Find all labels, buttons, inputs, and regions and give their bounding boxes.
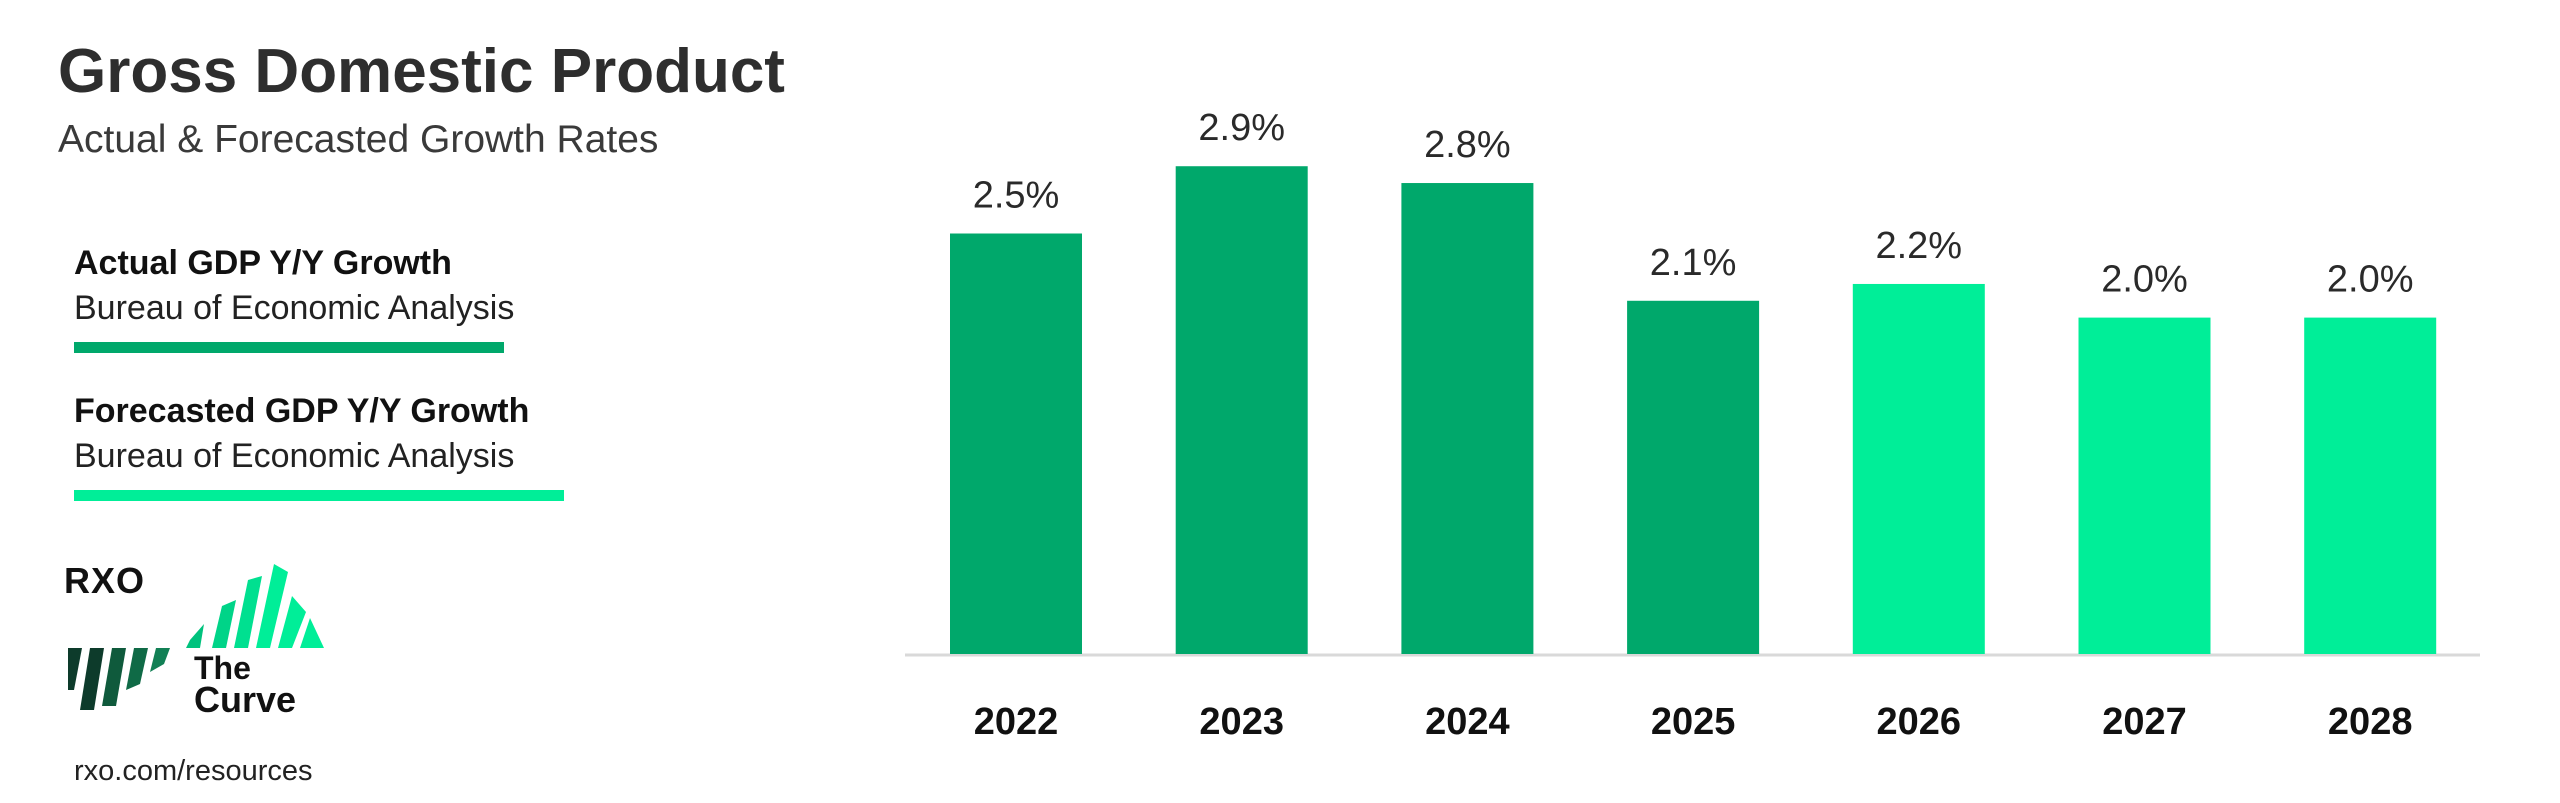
legend-source-actual: Bureau of Economic Analysis	[74, 289, 515, 327]
bar-2023	[1175, 166, 1308, 654]
chart-subtitle: Actual & Forecasted Growth Rates	[58, 118, 659, 161]
x-tick-label-2025: 2025	[1651, 701, 1736, 743]
data-label-2027: 2.0%	[2101, 259, 2188, 301]
bar-2025	[1627, 300, 1760, 654]
data-label-2022: 2.5%	[973, 175, 1060, 217]
legend-source-forecast: Bureau of Economic Analysis	[74, 437, 515, 475]
rxo-the-curve-logo: RXO The Curve	[64, 560, 334, 725]
legend-title-forecast: Forecasted GDP Y/Y Growth	[74, 392, 530, 430]
data-label-2028: 2.0%	[2327, 259, 2414, 301]
logo-line2: Curve	[194, 679, 297, 720]
legend-item-forecast: Forecasted GDP Y/Y Growth Bureau of Econ…	[74, 392, 564, 501]
bar-2027	[2078, 317, 2211, 654]
resources-link[interactable]: rxo.com/resources	[74, 755, 313, 787]
data-label-2023: 2.9%	[1198, 107, 1285, 149]
chart-title: Gross Domestic Product	[58, 37, 785, 106]
logo-brand-text: RXO	[64, 560, 146, 601]
x-tick-label-2024: 2024	[1425, 701, 1510, 743]
data-label-2024: 2.8%	[1424, 124, 1511, 166]
bar-2028	[2304, 317, 2437, 654]
x-tick-label-2028: 2028	[2328, 701, 2413, 743]
legend-title-actual: Actual GDP Y/Y Growth	[74, 244, 452, 282]
logo-stripes-icon	[68, 564, 324, 710]
x-tick-label-2027: 2027	[2102, 701, 2187, 743]
legend-swatch-forecast	[74, 490, 564, 501]
x-tick-label-2022: 2022	[974, 701, 1059, 743]
legend-swatch-actual	[74, 342, 504, 353]
bar-2024	[1401, 183, 1534, 655]
legend-item-actual: Actual GDP Y/Y Growth Bureau of Economic…	[74, 244, 514, 353]
logo-curve-text: The Curve	[194, 650, 297, 720]
bar-2022	[950, 233, 1082, 654]
data-label-2025: 2.1%	[1650, 242, 1737, 284]
bar-2026	[1852, 283, 1985, 654]
data-label-2026: 2.2%	[1875, 225, 1962, 267]
x-tick-label-2026: 2026	[1877, 701, 1962, 743]
logo-line1: The	[194, 650, 251, 686]
x-tick-label-2023: 2023	[1199, 701, 1284, 743]
